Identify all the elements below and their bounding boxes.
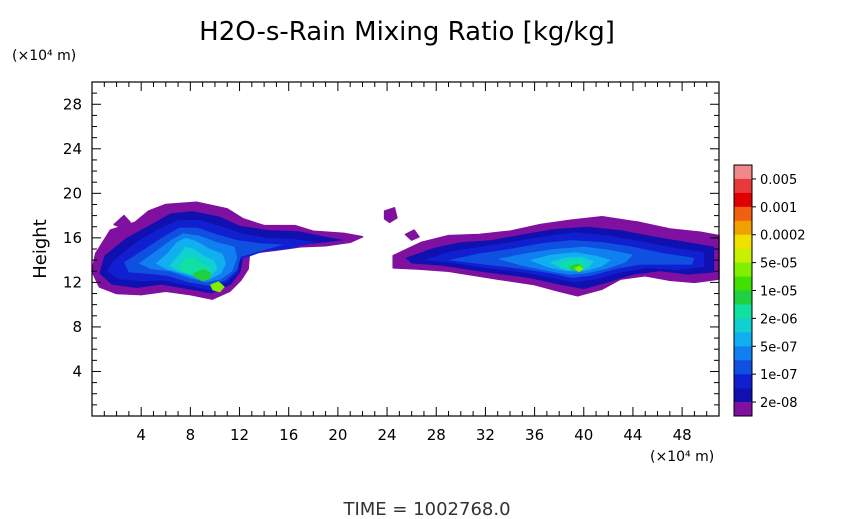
- contour-region: [404, 229, 420, 241]
- colorbar-swatch: [734, 248, 752, 263]
- colorbar-swatch: [734, 178, 752, 194]
- x-tick-label: 12: [230, 426, 249, 444]
- x-tick-label: 8: [186, 426, 196, 444]
- colorbar-label: 5e-05: [760, 257, 798, 272]
- x-tick-label: 24: [378, 426, 397, 444]
- colorbar-label: 2e-08: [760, 396, 798, 411]
- colorbar-swatch: [734, 360, 752, 375]
- time-footer: TIME = 1002768.0: [342, 499, 510, 519]
- colorbar-swatch: [734, 165, 752, 180]
- y-tick-label: 12: [63, 273, 82, 291]
- colorbar-label: 0.005: [760, 173, 797, 188]
- y-tick-label: 16: [63, 229, 82, 247]
- x-tick-label: 28: [427, 426, 446, 444]
- colorbar: 0.005 0.001 0.0002 5e-05 1e-05 2e-06 5e-07 1e-0…: [733, 164, 806, 417]
- colorbar-swatch: [734, 234, 752, 249]
- colorbar-label: 1e-07: [760, 368, 798, 383]
- x-tick-label: 48: [673, 426, 692, 444]
- plot-area: [91, 81, 720, 417]
- colorbar-swatch: [734, 192, 752, 208]
- y-unit-label: (×10⁴ m): [12, 48, 76, 64]
- x-tick-label: 40: [574, 426, 593, 444]
- y-tick-label: 4: [72, 362, 82, 380]
- colorbar-swatch: [734, 318, 752, 333]
- y-axis: 4 8 12 16 20 24 28: [63, 92, 719, 406]
- colorbar-swatch: [734, 374, 752, 389]
- x-tick-label: 16: [279, 426, 298, 444]
- colorbar-swatch: [734, 262, 752, 277]
- colorbar-swatch: [734, 290, 752, 305]
- contour-region: [383, 207, 398, 224]
- colorbar-swatch: [734, 304, 752, 319]
- y-axis-title: Height: [30, 219, 51, 279]
- y-tick-label: 20: [63, 184, 82, 202]
- y-tick-label: 28: [63, 95, 82, 113]
- contour-region: [192, 269, 212, 282]
- contour-region: [113, 214, 131, 229]
- contour-region: [210, 281, 225, 293]
- x-tick-label: 32: [476, 426, 495, 444]
- colorbar-label: 0.0002: [760, 229, 806, 244]
- contour-region: [573, 265, 584, 273]
- y-tick-label: 24: [63, 140, 82, 158]
- x-unit-label: (×10⁴ m): [650, 449, 714, 465]
- colorbar-label: 5e-07: [760, 340, 798, 355]
- x-tick-label: 36: [525, 426, 544, 444]
- colorbar-swatch: [734, 206, 752, 222]
- colorbar-label: 2e-06: [760, 312, 798, 327]
- rain-field: [91, 201, 720, 300]
- chart-title: H2O-s-Rain Mixing Ratio [kg/kg]: [199, 17, 615, 47]
- x-tick-label: 44: [623, 426, 642, 444]
- colorbar-swatch: [734, 276, 752, 291]
- x-axis: 4 8 12 16 20 24 28 32 36 40 44 48: [103, 82, 720, 444]
- colorbar-swatch: [734, 332, 752, 347]
- colorbar-swatch: [734, 220, 752, 236]
- colorbar-swatch: [734, 402, 752, 417]
- colorbar-swatch: [734, 346, 752, 361]
- colorbar-label: 0.001: [760, 201, 797, 216]
- x-tick-label: 4: [136, 426, 146, 444]
- x-tick-label: 20: [328, 426, 347, 444]
- colorbar-swatch: [734, 388, 752, 403]
- colorbar-label: 1e-05: [760, 285, 798, 300]
- y-tick-label: 8: [72, 318, 82, 336]
